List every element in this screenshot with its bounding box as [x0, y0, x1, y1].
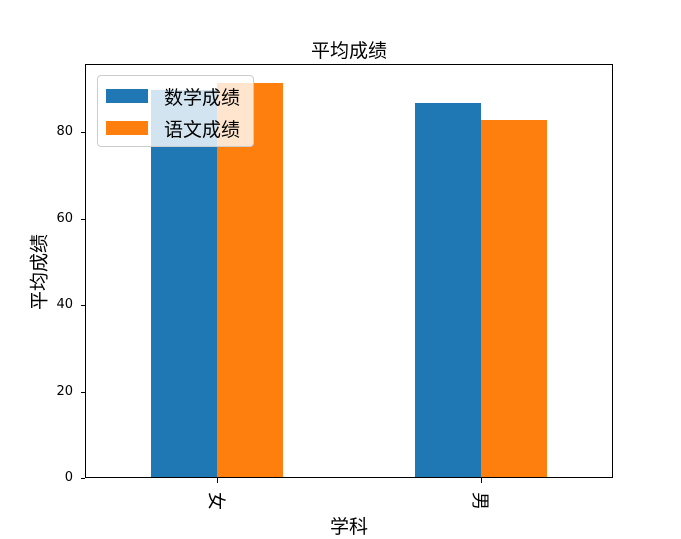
bar-0-0	[151, 89, 217, 477]
x-tick-label: 女	[205, 492, 226, 510]
legend-swatch-math	[106, 89, 148, 103]
y-axis-label: 平均成绩	[28, 233, 51, 311]
legend-item-math: 数学成绩	[106, 84, 241, 109]
bar-1-1	[481, 120, 547, 477]
plot-area	[85, 64, 613, 478]
legend-label-math: 数学成绩	[164, 86, 241, 109]
legend: 数学成绩 语文成绩	[97, 75, 254, 147]
chart-title: 平均成绩	[310, 40, 387, 62]
legend-label-chinese: 语文成绩	[164, 118, 241, 141]
x-axis-label: 学科	[329, 516, 368, 538]
bar-1-0	[415, 102, 481, 477]
legend-item-chinese: 语文成绩	[106, 116, 241, 141]
x-tick	[481, 478, 482, 483]
x-tick-label: 男	[469, 492, 490, 510]
x-tick	[217, 478, 218, 483]
bar-0-1	[217, 83, 283, 477]
legend-swatch-chinese	[106, 121, 148, 135]
